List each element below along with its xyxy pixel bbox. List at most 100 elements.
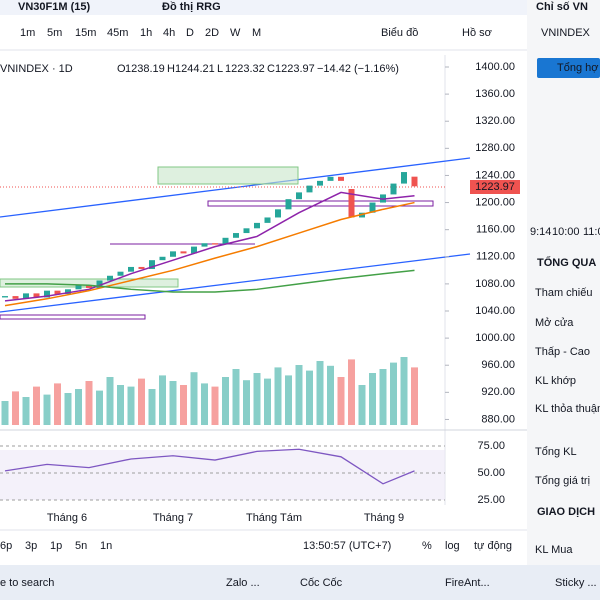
menu[interactable]: Hồ sơ <box>462 27 492 39</box>
y-tick-label: 1280.00 <box>475 142 515 154</box>
range[interactable]: 1n <box>100 540 112 552</box>
volume-bar <box>327 365 334 425</box>
panel-row: Tổng giá trị <box>535 475 590 487</box>
moving-average <box>4 191 415 302</box>
panel-symbol: VNINDEX <box>541 27 591 39</box>
candle <box>180 251 187 254</box>
zone <box>0 314 146 320</box>
rsi-line <box>4 448 415 485</box>
panel-title: Chỉ số VN <box>536 1 588 13</box>
candle <box>128 266 134 272</box>
volume-bar <box>211 386 219 425</box>
panel-row: KL khớp <box>535 375 576 387</box>
volume-bar <box>190 372 198 425</box>
volume-bar <box>411 367 418 425</box>
rsi-band <box>0 450 445 500</box>
panel-section: GIAO DỊCH <box>537 506 595 518</box>
tab[interactable]: Đồ thị RRG <box>162 1 221 13</box>
volume-bar <box>369 373 376 425</box>
candle <box>222 237 229 245</box>
interval[interactable]: 4h <box>163 27 175 39</box>
volume-bar <box>127 386 135 425</box>
legend-key: O <box>117 63 126 75</box>
interval[interactable]: 2D <box>205 27 219 39</box>
y-tick-label: 880.00 <box>481 413 515 425</box>
panel-button-text[interactable]: Tổng hợ <box>557 62 598 74</box>
volume-bar <box>180 385 187 425</box>
volume-bar <box>138 378 145 425</box>
volume-bar <box>75 389 82 425</box>
volume-bar <box>232 369 240 425</box>
interval[interactable]: 1m <box>20 27 35 39</box>
menu[interactable]: Biểu đồ <box>381 27 418 39</box>
panel-button[interactable] <box>537 58 600 78</box>
clock: 13:50:57 (UTC+7) <box>303 540 391 552</box>
taskbar-item[interactable]: e to search <box>0 577 54 589</box>
volume-bar <box>390 362 397 425</box>
candle <box>191 246 197 254</box>
candle <box>107 275 113 281</box>
interval[interactable]: D <box>186 27 194 39</box>
range[interactable]: 6p <box>0 540 12 552</box>
volume-bar <box>64 393 72 425</box>
volume-bar <box>222 377 229 425</box>
taskbar-item[interactable]: Sticky ... <box>555 577 597 589</box>
price-badge: 1223.97 <box>475 181 515 193</box>
panel-row: KL Mua <box>535 544 573 556</box>
candle <box>348 189 355 218</box>
y-tick-label: 1360.00 <box>475 88 515 100</box>
candle <box>243 228 250 234</box>
taskbar-item[interactable]: Cốc Cốc <box>300 577 343 589</box>
candle <box>390 183 397 195</box>
volume-bar <box>1 401 9 425</box>
taskbar-item[interactable]: FireAnt... <box>445 577 490 589</box>
candle <box>254 222 260 229</box>
volume-bar <box>316 361 324 425</box>
volume-bar <box>337 377 345 425</box>
volume-bar <box>243 380 250 425</box>
option[interactable]: log <box>445 540 460 552</box>
legend-change: −14.42 (−1.16%) <box>317 63 399 75</box>
interval[interactable]: 15m <box>75 27 96 39</box>
panel-row: Thấp - Cao <box>535 346 590 358</box>
option[interactable]: % <box>422 540 432 552</box>
toolbar <box>0 15 527 50</box>
interval[interactable]: 45m <box>107 27 128 39</box>
legend-value: 1244.21 <box>175 63 215 75</box>
tab[interactable]: VN30F1M (15) <box>18 1 90 13</box>
volume-bar <box>358 385 366 425</box>
option[interactable]: tự động <box>474 540 512 552</box>
y-tick-label: 1160.00 <box>476 224 515 236</box>
legend-value: 1238.19 <box>125 63 165 75</box>
interval[interactable]: 5m <box>47 27 62 39</box>
interval[interactable]: 1h <box>140 27 152 39</box>
x-tick-label: Tháng Tám <box>246 512 302 524</box>
legend-value: 1223.32 <box>225 63 265 75</box>
candle <box>75 285 82 290</box>
range[interactable]: 3p <box>25 540 37 552</box>
rsi-tick-label: 50.00 <box>477 467 505 479</box>
legend-key: L <box>217 63 223 75</box>
range[interactable]: 1p <box>50 540 62 552</box>
taskbar-item[interactable]: Zalo ... <box>226 577 260 589</box>
candle <box>138 266 145 269</box>
candle <box>275 209 281 218</box>
zone <box>207 200 434 207</box>
candle <box>23 293 29 299</box>
volume-bar <box>285 375 292 425</box>
volume-bar <box>379 369 387 425</box>
candle <box>212 243 218 245</box>
interval[interactable]: W <box>230 27 241 39</box>
volume-bar <box>22 397 30 425</box>
interval[interactable]: M <box>252 27 261 39</box>
moving-average <box>5 269 415 293</box>
volume-bar <box>400 357 408 425</box>
taskbar <box>0 565 600 600</box>
candle <box>201 243 208 247</box>
range[interactable]: 5n <box>75 540 87 552</box>
moving-average <box>4 201 415 307</box>
volume-bar <box>85 381 93 425</box>
panel-section: TỔNG QUA <box>537 256 596 269</box>
volume-bar <box>148 389 156 425</box>
candle <box>369 202 376 213</box>
